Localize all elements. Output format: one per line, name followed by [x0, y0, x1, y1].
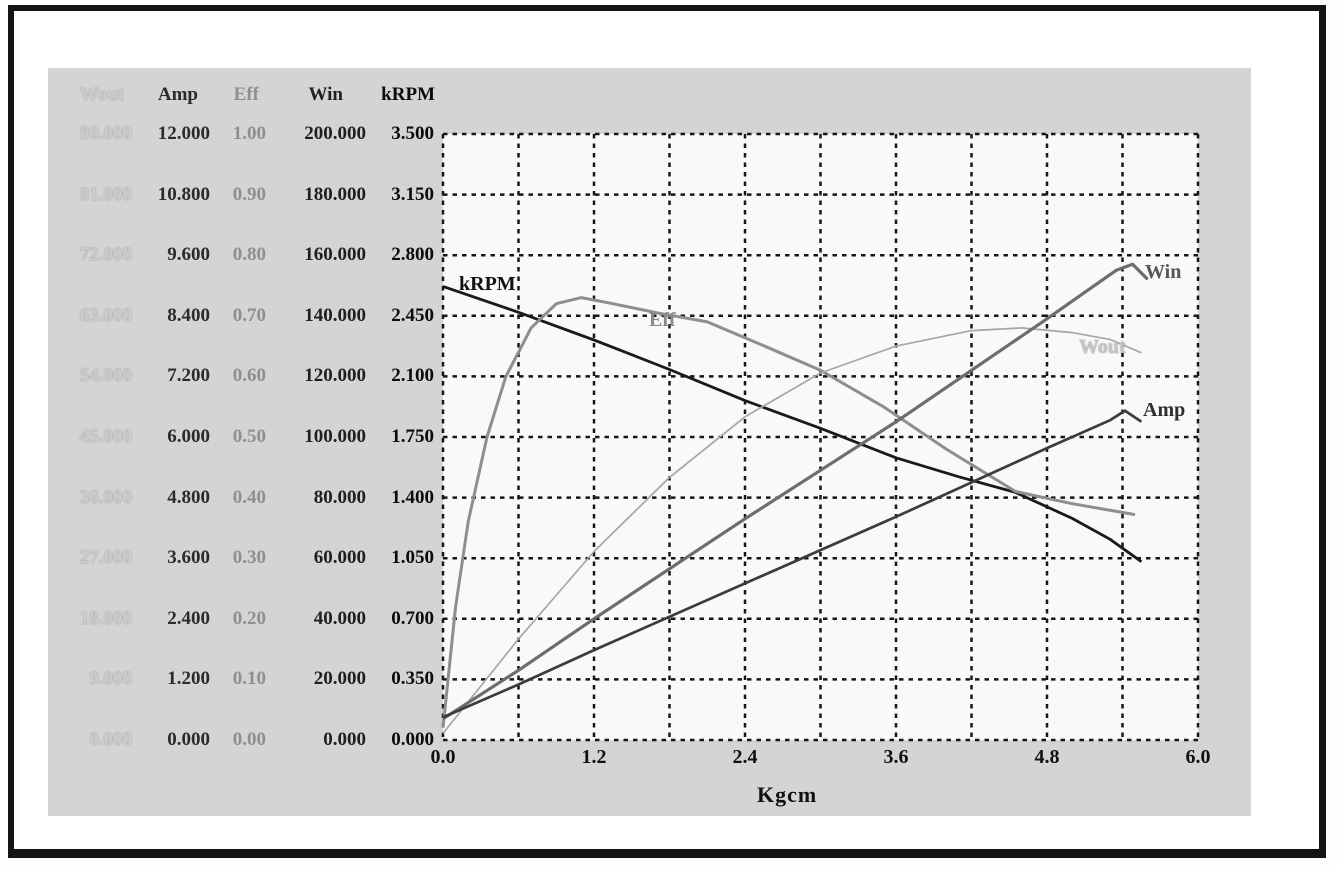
table-cell: 80.000: [313, 486, 366, 508]
table-cell: 10.800: [157, 183, 210, 205]
table-cell: 0.60: [232, 365, 266, 387]
x-tick-label: 1.2: [581, 746, 607, 768]
table-cell: 2.800: [391, 244, 434, 266]
page-frame: Wout Amp Eff Win kRPM 90.000 12.000 1.00 200.000…: [8, 5, 1326, 858]
table-cell: 7.200: [167, 365, 210, 387]
curve-label-Win: Win: [1145, 261, 1182, 283]
curve-Win: [442, 262, 1149, 721]
table-cell: 0.10: [232, 668, 266, 690]
curve-Amp: [442, 409, 1143, 719]
table-cell: 180.000: [304, 183, 366, 205]
table-cell: 0.20: [232, 607, 266, 629]
table-header-wout: Wout: [79, 84, 124, 105]
x-axis-label: Kgcm: [757, 782, 818, 807]
table-cell: 0.90: [232, 183, 266, 205]
table-cell: 1.400: [391, 486, 434, 508]
table-cell: 0.000: [167, 729, 210, 750]
x-tick-label: 6.0: [1185, 746, 1211, 768]
table-cell: 200.000: [304, 123, 366, 144]
curve-label-kRPM: kRPM: [459, 273, 516, 295]
performance-chart: 0.0 1.2 2.4 3.6 4.8 6.0 Kgcm kRPM Eff Wout Win Am…: [431, 132, 1211, 807]
table-cell: 54.000: [79, 365, 132, 387]
table-cell: 20.000: [313, 668, 366, 690]
table-header-eff: Eff: [233, 84, 259, 105]
table-cell: 6.000: [167, 426, 210, 447]
table-cell: 90.000: [79, 123, 132, 144]
table-cell: 0.00: [232, 729, 266, 750]
table-cell: 27.000: [79, 547, 132, 569]
axis-table: Wout Amp Eff Win kRPM 90.000 12.000 1.00 200.000…: [48, 68, 491, 816]
table-cell: 100.000: [304, 426, 366, 447]
table-cell: 1.200: [167, 668, 210, 690]
table-cell: 9.600: [167, 244, 210, 266]
curve-kRPM: [442, 285, 1143, 563]
table-cell: 81.000: [79, 183, 132, 205]
table-cell: 63.000: [79, 304, 132, 326]
table-cell: 60.000: [313, 547, 366, 569]
curve-label-Wout: Wout: [1079, 336, 1126, 358]
table-cell: 0.40: [232, 486, 266, 508]
table-cell: 0.50: [232, 426, 266, 447]
curve-label-Amp: Amp: [1143, 399, 1186, 421]
table-cell: 45.000: [79, 426, 132, 447]
curve-Eff: [441, 296, 1136, 729]
table-cell: 1.050: [391, 547, 434, 569]
table-cell: 72.000: [79, 244, 132, 266]
table-cell: 18.000: [79, 607, 132, 629]
table-cell: 0.000: [391, 729, 434, 750]
chart-panel: Wout Amp Eff Win kRPM 90.000 12.000 1.00 200.000…: [48, 68, 1251, 816]
table-cell: 140.000: [304, 304, 366, 326]
curve-label-Eff: Eff: [649, 309, 676, 331]
table-cell: 8.400: [167, 304, 210, 326]
table-cell: 0.30: [232, 547, 266, 569]
x-tick-label: 0.0: [430, 746, 456, 768]
curve-Wout: [442, 327, 1142, 734]
table-cell: 3.150: [391, 183, 434, 205]
x-tick-label: 4.8: [1034, 746, 1060, 768]
table-cell: 9.000: [89, 668, 132, 690]
table-cell: 3.600: [167, 547, 210, 569]
table-cell: 12.000: [157, 123, 210, 144]
table-cell: 0.350: [391, 668, 434, 690]
x-tick-label: 3.6: [883, 746, 909, 768]
table-cell: 1.00: [232, 123, 266, 144]
table-header-amp: Amp: [157, 84, 198, 105]
x-tick-label: 2.4: [732, 746, 758, 768]
table-cell: 0.000: [323, 729, 366, 750]
table-cell: 160.000: [304, 244, 366, 266]
table-cell: 2.400: [167, 607, 210, 629]
table-cell: 2.450: [391, 304, 434, 326]
table-cell: 40.000: [313, 607, 366, 629]
table-cell: 0.000: [89, 729, 132, 750]
table-cell: 0.80: [232, 244, 266, 266]
chart-grid-and-curves: [441, 132, 1200, 742]
table-cell: 36.000: [79, 486, 132, 508]
table-cell: 0.700: [391, 607, 434, 629]
table-header-krpm: kRPM: [381, 84, 435, 105]
table-cell: 1.750: [391, 426, 434, 447]
table-cell: 4.800: [167, 486, 210, 508]
table-header-win: Win: [308, 84, 343, 105]
table-cell: 120.000: [304, 365, 366, 387]
table-cell: 3.500: [391, 123, 434, 144]
table-cell: 0.70: [232, 304, 266, 326]
table-cell: 2.100: [391, 365, 434, 387]
